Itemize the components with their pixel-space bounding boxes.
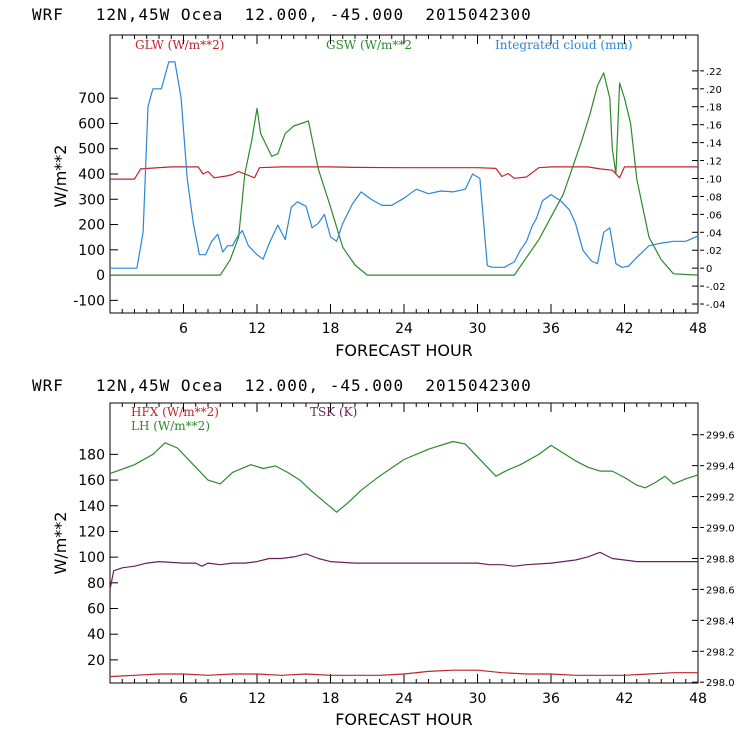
right-tick-label: 299.4 [706,462,735,473]
chart-2-x-ticks: 6 12 18 24 30 36 42 48 [121,403,707,707]
chart-2-legend: HFX (W/m**2) LH (W/m**2) TSK (K) [131,405,357,433]
x-tick-label: 48 [689,691,707,707]
y-tick-label: 300 [78,192,105,208]
x-tick-label: 6 [179,321,188,337]
right-tick-label: 0 [706,264,712,275]
x-tick-label: 48 [689,321,707,337]
y-tick-label: 60 [87,602,105,618]
right-tick-label: 299.2 [706,493,735,504]
x-tick-label: 12 [248,691,266,707]
chart-2-y-ticks: 20 40 60 80 100 120 140 160 180 [78,447,118,669]
legend-gsw: GSW (W/m**2 [326,38,412,52]
right-tick-label: 298.0 [706,678,735,689]
series-line-glw [110,166,698,180]
right-tick-label: .18 [706,103,722,114]
chart-2-series [109,440,699,678]
right-tick-label: 298.4 [706,616,735,627]
y-tick-label: 80 [87,576,105,592]
x-tick-label: 24 [395,691,413,707]
x-tick-label: 18 [322,321,340,337]
right-tick-label: .20 [706,85,722,96]
y-tick-label: -100 [73,293,105,309]
right-tick-label: .12 [706,157,722,168]
legend-hfx: HFX (W/m**2) [131,405,219,419]
series-line-integrated [110,61,699,269]
chart-1: WRF 12N,45W Ocea 12.000, -45.000 2015042… [32,5,726,360]
x-tick-label: 30 [469,321,487,337]
y-tick-label: 100 [78,243,105,259]
chart-2-right-ticks: 299.6 299.4 299.2 299.0 298.8 298.6 298.4 298.2… [692,431,735,689]
chart-1-title: WRF 12N,45W Ocea 12.000, -45.000 2015042… [32,5,532,24]
right-tick-label: .08 [706,192,722,203]
chart-1-y-ticks: -100 0 100 200 300 400 500 600 700 [73,91,118,309]
chart-2-frame [109,402,699,684]
right-tick-label: .10 [706,174,722,185]
right-tick-label: 299.6 [706,431,735,442]
y-tick-label: 120 [78,524,105,540]
y-tick-label: 180 [78,447,105,463]
right-tick-label: 298.6 [706,585,735,596]
series-line-tsk [109,551,698,590]
right-tick-label: .16 [706,121,722,132]
x-tick-label: 6 [179,691,188,707]
chart-2-y-label: W/m**2 [51,512,70,575]
right-tick-label: 298.2 [706,647,735,658]
right-tick-label: .22 [706,67,722,78]
series-line-gsw [110,72,699,276]
chart-2-x-label: FORECAST HOUR [335,710,473,729]
legend-tsk: TSK (K) [310,405,357,419]
chart-2-title: WRF 12N,45W Ocea 12.000, -45.000 2015042… [32,376,532,395]
legend-integrated-cloud: Integrated cloud (mm) [495,38,633,52]
right-tick-label: .02 [706,246,722,257]
x-tick-label: 24 [395,321,413,337]
right-tick-label: 298.8 [706,554,735,565]
y-tick-label: 40 [87,627,105,643]
right-tick-label: -.02 [706,282,726,293]
y-tick-label: 700 [78,91,105,107]
chart-1-series [110,61,699,276]
chart-1-legend: GLW (W/m**2) GSW (W/m**2 Integrated clou… [135,38,633,52]
series-line-hfx [109,669,698,678]
legend-glw: GLW (W/m**2) [135,38,224,52]
chart-2: WRF 12N,45W Ocea 12.000, -45.000 2015042… [32,376,735,729]
x-tick-label: 42 [616,321,634,337]
chart-1-x-ticks: 6 12 18 24 30 36 42 48 [121,35,707,337]
right-tick-label: 299.0 [706,524,735,535]
y-tick-label: 200 [78,218,105,234]
y-tick-label: 100 [78,550,105,566]
legend-lh: LH (W/m**2) [131,419,210,433]
right-tick-label: -.04 [706,300,726,311]
chart-1-right-ticks: .22 .20 .18 .16 .14 .12 .10 .08 .06 .04 .02 0 -.02 -.… [692,67,726,311]
x-tick-label: 42 [616,691,634,707]
chart-1-frame [109,34,699,314]
chart-1-x-label: FORECAST HOUR [335,341,473,360]
y-tick-label: 0 [96,268,105,284]
chart-1-y-label: W/m**2 [51,145,70,208]
x-tick-label: 36 [542,691,560,707]
y-tick-label: 500 [78,142,105,158]
series-line-lh [109,440,699,513]
x-tick-label: 30 [469,691,487,707]
right-tick-label: .06 [706,210,722,221]
y-tick-label: 600 [78,116,105,132]
y-tick-label: 400 [78,167,105,183]
x-tick-label: 36 [542,321,560,337]
y-tick-label: 140 [78,499,105,515]
y-tick-label: 160 [78,473,105,489]
right-tick-label: .04 [706,228,722,239]
y-tick-label: 20 [87,653,105,669]
x-tick-label: 18 [322,691,340,707]
x-tick-label: 12 [248,321,266,337]
right-tick-label: .14 [706,139,722,150]
